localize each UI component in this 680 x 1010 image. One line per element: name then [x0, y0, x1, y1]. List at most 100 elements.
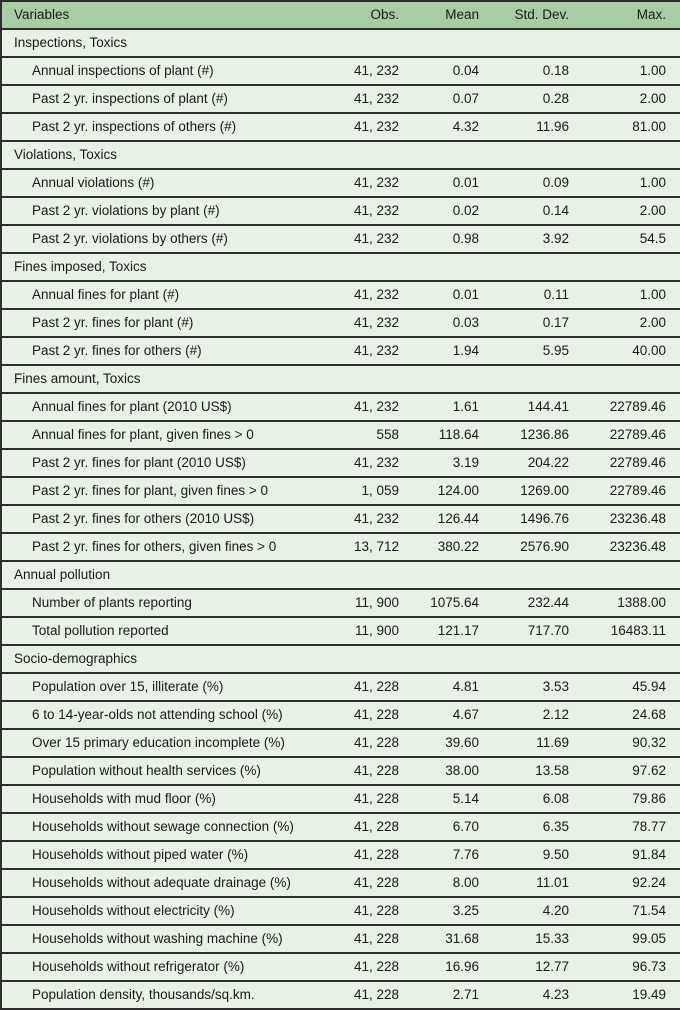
variable-label: Past 2 yr. fines for others, given fines… — [32, 539, 277, 554]
table-row: Past 2 yr. inspections of others (#) 41, … — [1, 113, 680, 141]
table-row: Households without piped water (%) 41, 22… — [1, 841, 680, 869]
variable-label: Households without refrigerator (%) — [32, 959, 245, 974]
max-cell: 19.49 — [632, 987, 666, 1002]
mean-cell: 31.68 — [445, 931, 479, 946]
variable-label: Number of plants reporting — [32, 595, 192, 610]
section-row: Fines imposed, Toxics — [1, 253, 680, 281]
mean-cell: 126.44 — [437, 511, 479, 526]
variable-label: Households without sewage connection (%) — [32, 819, 294, 834]
std-dev-cell: 5.95 — [542, 343, 569, 358]
variable-label: Households without adequate drainage (%) — [32, 875, 291, 890]
table-row: Past 2 yr. fines for plant (2010 US$) 41,… — [1, 449, 680, 477]
max-cell: 24.68 — [632, 707, 666, 722]
max-cell: 23236.48 — [609, 539, 666, 554]
max-cell: 92.24 — [632, 875, 666, 890]
obs-cell: 41, 232 — [353, 91, 399, 106]
table-row: Number of plants reporting 11, 900 1075.64… — [1, 589, 680, 617]
max-cell: 22789.46 — [609, 483, 666, 498]
section-title: Socio-demographics — [14, 651, 138, 666]
table-row: Past 2 yr. violations by plant (#) 41, 23… — [1, 197, 680, 225]
mean-cell: 5.14 — [452, 791, 479, 806]
std-dev-cell: 11.96 — [536, 119, 569, 134]
max-cell: 91.84 — [632, 847, 666, 862]
obs-cell: 41, 228 — [353, 679, 399, 694]
table-row: Past 2 yr. fines for others (#) 41, 232 1.… — [1, 337, 680, 365]
column-header-obs: Obs. — [333, 1, 407, 29]
section-row: Annual pollution — [1, 561, 680, 589]
variable-label: Past 2 yr. fines for plant (2010 US$) — [32, 455, 246, 470]
obs-cell: 41, 228 — [353, 735, 399, 750]
obs-cell: 41, 228 — [353, 903, 399, 918]
table-row: Households without sewage connection (%)… — [1, 813, 680, 841]
std-dev-cell: 4.20 — [542, 903, 569, 918]
mean-cell: 0.07 — [452, 91, 479, 106]
max-cell: 22789.46 — [609, 427, 666, 442]
obs-cell: 1, 059 — [361, 483, 399, 498]
section-row: Socio-demographics — [1, 645, 680, 673]
variable-label: Past 2 yr. violations by plant (#) — [32, 203, 220, 218]
variable-label: Past 2 yr. fines for plant, given fines … — [32, 483, 269, 498]
max-cell: 54.5 — [639, 231, 666, 246]
table-row: Past 2 yr. inspections of plant (#) 41, 2… — [1, 85, 680, 113]
obs-cell: 41, 228 — [353, 763, 399, 778]
variable-label: Past 2 yr. violations by others (#) — [32, 231, 228, 246]
table-row: 6 to 14-year-olds not attending school (… — [1, 701, 680, 729]
std-dev-cell: 9.50 — [542, 847, 569, 862]
std-dev-cell: 717.70 — [527, 623, 569, 638]
max-cell: 99.05 — [632, 931, 666, 946]
table-row: Population density, thousands/sq.km. 41, … — [1, 981, 680, 1009]
mean-cell: 7.76 — [452, 847, 479, 862]
std-dev-cell: 2576.90 — [520, 539, 569, 554]
max-cell: 2.00 — [639, 91, 666, 106]
variable-label: Population over 15, illiterate (%) — [32, 679, 224, 694]
mean-cell: 3.19 — [452, 455, 479, 470]
obs-cell: 41, 228 — [353, 931, 399, 946]
variable-label: Annual fines for plant, given fines > 0 — [32, 427, 254, 442]
obs-cell: 41, 232 — [353, 63, 399, 78]
table-row: Past 2 yr. fines for others, given fines… — [1, 533, 680, 561]
std-dev-cell: 204.22 — [527, 455, 569, 470]
section-title: Inspections, Toxics — [14, 35, 128, 50]
mean-cell: 0.01 — [452, 287, 479, 302]
column-header-variables: Variables — [1, 1, 333, 29]
header-row: Variables Obs. Mean Std. Dev. Max. — [1, 1, 680, 29]
variable-label: Past 2 yr. fines for others (#) — [32, 343, 202, 358]
section-title: Fines imposed, Toxics — [14, 259, 147, 274]
variable-label: Over 15 primary education incomplete (%) — [32, 735, 285, 750]
obs-cell: 41, 232 — [353, 511, 399, 526]
max-cell: 22789.46 — [609, 455, 666, 470]
variable-label: Annual violations (#) — [32, 175, 155, 190]
mean-cell: 124.00 — [437, 483, 479, 498]
table-row: Households without washing machine (%) 41… — [1, 925, 680, 953]
table-row: Total pollution reported 11, 900 121.17 717… — [1, 617, 680, 645]
max-cell: 90.32 — [632, 735, 666, 750]
std-dev-cell: 1236.86 — [520, 427, 569, 442]
obs-cell: 41, 232 — [353, 231, 399, 246]
variable-label: Annual fines for plant (#) — [32, 287, 180, 302]
table-row: Past 2 yr. fines for plant (#) 41, 232 0.0… — [1, 309, 680, 337]
max-cell: 79.86 — [632, 791, 666, 806]
mean-cell: 3.25 — [452, 903, 479, 918]
std-dev-cell: 0.09 — [542, 175, 569, 190]
column-header-std-dev: Std. Dev. — [487, 1, 577, 29]
variable-label: Households without piped water (%) — [32, 847, 249, 862]
table-row: Annual inspections of plant (#) 41, 232 0.… — [1, 57, 680, 85]
table-row: Population over 15, illiterate (%) 41, 22… — [1, 673, 680, 701]
section-title: Violations, Toxics — [14, 147, 118, 162]
table-row: Past 2 yr. fines for others (2010 US$) 41… — [1, 505, 680, 533]
std-dev-cell: 0.17 — [542, 315, 569, 330]
mean-cell: 0.01 — [452, 175, 479, 190]
max-cell: 71.54 — [632, 903, 666, 918]
obs-cell: 41, 228 — [353, 875, 399, 890]
table-row: Annual fines for plant, given fines > 0 5… — [1, 421, 680, 449]
variable-label: Past 2 yr. fines for plant (#) — [32, 315, 194, 330]
std-dev-cell: 0.18 — [542, 63, 569, 78]
obs-cell: 41, 232 — [353, 343, 399, 358]
table-row: Households without adequate drainage (%)… — [1, 869, 680, 897]
variable-label: Population without health services (%) — [32, 763, 261, 778]
max-cell: 1.00 — [639, 287, 666, 302]
table-row: Households with mud floor (%) 41, 228 5.14… — [1, 785, 680, 813]
obs-cell: 41, 232 — [353, 455, 399, 470]
